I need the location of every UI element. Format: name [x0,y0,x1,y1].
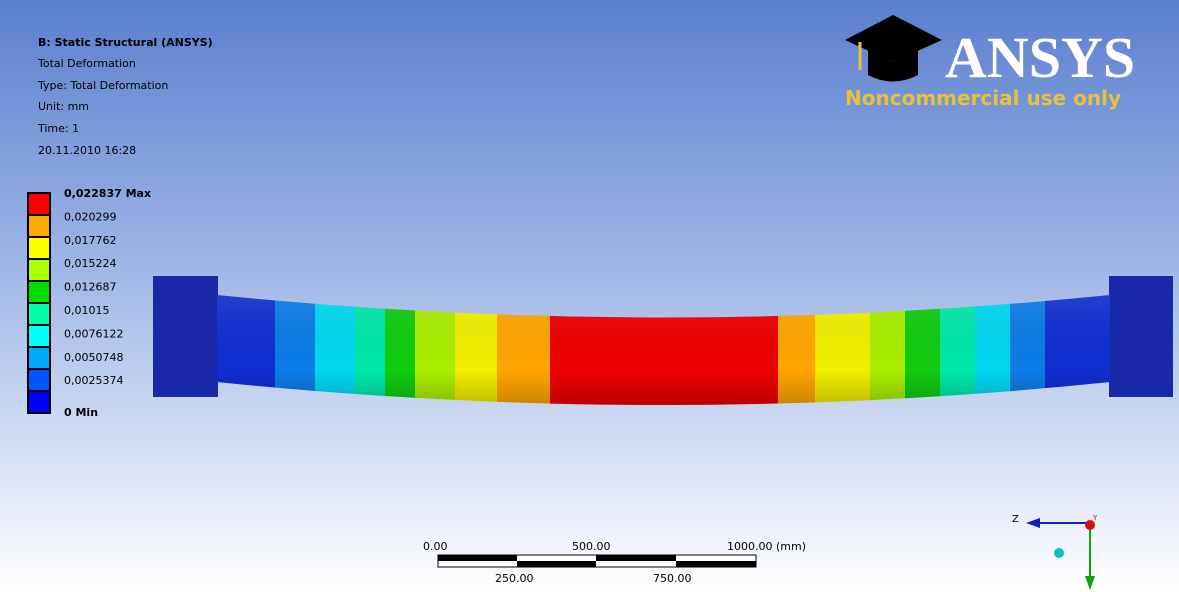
scale-label: 0.00 [423,540,448,553]
logo: ANSYS Noncommercial use only [845,15,1135,110]
header-line: Total Deformation [37,57,136,70]
page: {"header": {"title": "B: Static Structur… [0,0,1179,592]
header-title: B: Static Structural (ANSYS) [38,36,213,49]
header-line: Type: Total Deformation [37,79,168,92]
legend-swatch [29,370,49,390]
viewport: B: Static Structural (ANSYS) Total Defor… [0,0,1179,592]
legend-swatch [29,348,49,368]
legend-swatch [29,216,49,236]
support-right [1109,276,1173,397]
scale-label: 250.00 [495,572,534,585]
scale-label: 500.00 [572,540,611,553]
scale-label: 1000.00 (mm) [727,540,806,553]
legend-swatch [29,326,49,346]
triad-axis-label: Z [1012,514,1019,525]
legend-label: 0,01015 [64,304,110,317]
logo-brand: ANSYS [945,25,1135,90]
header-line: 20.11.2010 16:28 [38,144,136,157]
header-line: Unit: mm [38,100,89,113]
legend-label: 0,015224 [64,257,117,270]
legend-label: 0,0050748 [64,351,124,364]
header-line: Time: 1 [37,122,79,135]
legend-swatch [29,260,49,280]
legend-swatch [29,304,49,324]
support-left [153,276,218,397]
logo-notice: Noncommercial use only [845,86,1121,110]
legend-label: 0,017762 [64,234,117,247]
legend-label: 0 Min [64,406,98,419]
legend-label: 0,012687 [64,281,117,294]
legend-label: 0,0076122 [64,327,124,340]
triad-axis-label: Y [1092,514,1098,522]
legend-label: 0,0025374 [64,374,124,387]
legend-swatch [29,392,49,412]
legend-label: 0,020299 [64,210,117,223]
scale-label: 750.00 [653,572,692,585]
legend-label: 0,022837 Max [64,187,151,200]
legend-swatch [29,238,49,258]
legend-swatch [29,194,49,214]
legend-swatch [29,282,49,302]
